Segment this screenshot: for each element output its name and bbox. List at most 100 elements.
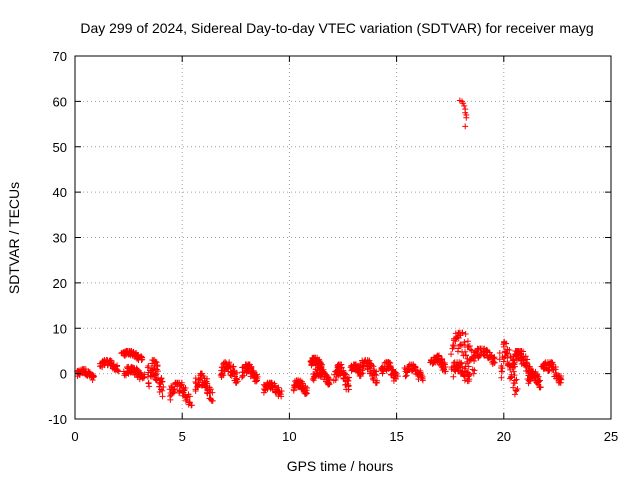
data-point — [209, 397, 216, 404]
x-tick-label: 20 — [497, 429, 511, 444]
y-tick-label: 20 — [53, 276, 67, 291]
y-tick-label: 0 — [60, 367, 67, 382]
y-tick-label: 10 — [53, 321, 67, 336]
data-point — [141, 374, 148, 381]
data-point — [462, 348, 469, 355]
data-point — [145, 379, 152, 386]
data-point — [511, 359, 518, 366]
data-point — [511, 391, 518, 398]
grid — [75, 56, 611, 419]
data-point — [141, 371, 148, 378]
data-point — [145, 362, 152, 369]
data-points — [74, 97, 565, 409]
data-point — [462, 123, 469, 130]
data-point — [234, 378, 241, 385]
data-point — [158, 375, 165, 382]
data-point — [160, 384, 167, 391]
data-point — [514, 385, 521, 392]
data-point — [391, 372, 398, 379]
data-point — [537, 384, 544, 391]
data-point — [498, 374, 505, 381]
data-point — [394, 373, 401, 380]
data-point — [159, 387, 166, 394]
data-point — [387, 363, 394, 370]
data-point — [253, 378, 260, 385]
data-point — [89, 377, 96, 384]
data-point — [277, 391, 284, 398]
y-tick-label: 30 — [53, 231, 67, 246]
data-point — [312, 373, 319, 380]
data-point — [359, 370, 366, 377]
axis-ticks: 0 5 10 15 20 25 -10 0 10 20 30 40 50 60 70 — [48, 49, 618, 444]
data-point — [233, 375, 240, 382]
x-tick-label: 15 — [389, 429, 403, 444]
data-point — [506, 347, 513, 354]
y-tick-label: 40 — [53, 185, 67, 200]
data-point — [173, 380, 180, 387]
y-tick-label: 70 — [53, 49, 67, 64]
data-point — [471, 367, 478, 374]
data-point — [461, 339, 468, 346]
data-point — [401, 365, 408, 372]
data-point — [168, 382, 175, 389]
data-point — [271, 383, 278, 390]
data-point — [471, 357, 478, 364]
data-point — [138, 357, 145, 364]
data-point — [153, 371, 160, 378]
data-point — [326, 379, 333, 386]
data-point — [154, 368, 161, 375]
data-point — [457, 360, 464, 367]
data-point — [371, 367, 378, 374]
y-tick-label: 60 — [53, 94, 67, 109]
data-point — [463, 114, 470, 121]
data-point — [442, 361, 449, 368]
data-point — [366, 357, 373, 364]
data-point — [341, 370, 348, 377]
data-point — [459, 329, 466, 336]
x-axis-label: GPS time / hours — [287, 458, 394, 474]
data-point — [552, 366, 559, 373]
data-point — [134, 366, 141, 373]
data-point — [90, 373, 97, 380]
data-point — [500, 358, 507, 365]
data-point — [402, 373, 409, 380]
data-point — [513, 356, 520, 363]
data-point — [344, 377, 351, 384]
data-point — [139, 356, 146, 363]
data-point — [254, 377, 261, 384]
data-point — [509, 364, 516, 371]
x-tick-label: 25 — [604, 429, 618, 444]
data-point — [186, 393, 193, 400]
x-tick-label: 10 — [282, 429, 296, 444]
data-point — [184, 394, 191, 401]
data-point — [462, 331, 469, 338]
data-point — [461, 102, 468, 109]
data-point — [186, 399, 193, 406]
data-point — [345, 378, 352, 385]
data-point — [207, 386, 214, 393]
data-point — [496, 349, 503, 356]
data-point — [503, 340, 510, 347]
data-point — [507, 375, 514, 382]
data-point — [209, 389, 216, 396]
data-point — [239, 372, 246, 379]
data-point — [188, 402, 195, 409]
data-point — [522, 353, 529, 360]
data-point — [558, 376, 565, 383]
data-point — [181, 387, 188, 394]
data-point — [536, 377, 543, 384]
data-point — [468, 353, 475, 360]
data-point — [461, 365, 468, 372]
data-point — [346, 374, 353, 381]
data-point — [204, 380, 211, 387]
data-point — [458, 360, 465, 367]
data-point — [299, 382, 306, 389]
data-point — [513, 376, 520, 383]
data-point — [503, 349, 510, 356]
data-point — [448, 351, 455, 358]
data-point — [373, 372, 380, 379]
data-point — [195, 384, 202, 391]
data-point — [304, 385, 311, 392]
data-point — [343, 371, 350, 378]
